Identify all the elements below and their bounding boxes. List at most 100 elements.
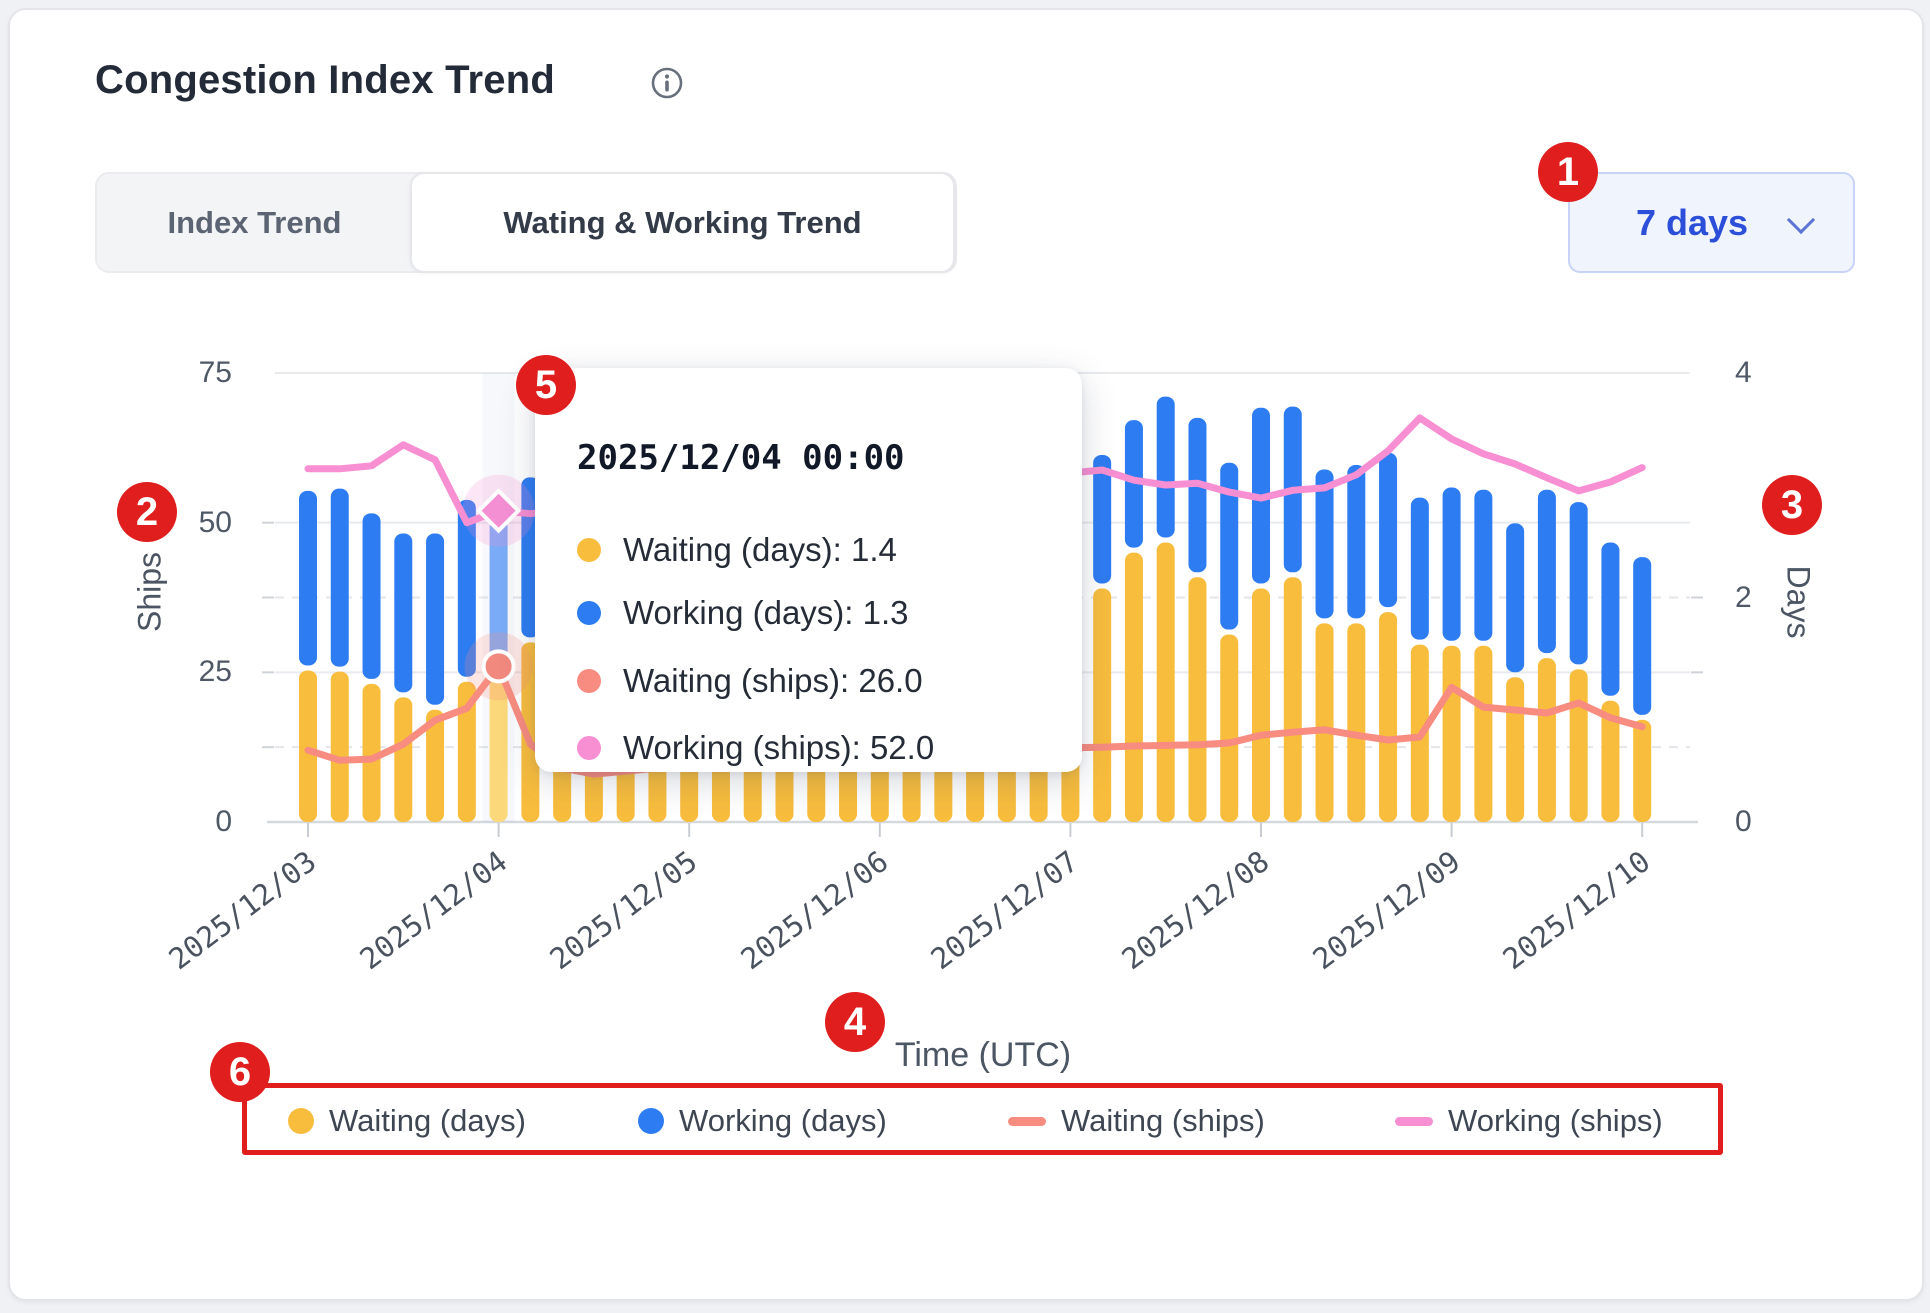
bar-working-days[interactable] (299, 490, 317, 666)
left-tick-label: 0 (215, 805, 232, 838)
tooltip-row: Waiting (days): 1.4 (577, 531, 897, 569)
right-tick-label: 4 (1735, 356, 1752, 389)
range-dropdown-value: 7 days (1636, 201, 1749, 243)
bar-working-days[interactable] (362, 513, 381, 679)
bar-waiting-days[interactable] (489, 664, 508, 822)
tooltip-series-dot (577, 601, 601, 625)
annotation-legend-box (242, 1083, 1723, 1155)
bar-waiting-days[interactable] (457, 681, 476, 822)
tab-waiting-working-trend-label: Wating & Working Trend (503, 204, 862, 240)
bar-waiting-days[interactable] (1601, 700, 1620, 822)
bar-waiting-days[interactable] (1315, 623, 1334, 822)
bar-working-days[interactable] (1379, 452, 1398, 608)
right-axis-name: Days (1780, 565, 1817, 639)
bar-working-days[interactable] (489, 518, 508, 660)
tooltip-series-dot (577, 538, 601, 562)
bar-waiting-days[interactable] (1379, 612, 1398, 822)
bar-waiting-days[interactable] (1124, 552, 1143, 822)
bar-working-days[interactable] (1474, 489, 1493, 641)
bar-waiting-days[interactable] (362, 683, 381, 822)
legend-line-icon (1395, 1116, 1433, 1126)
bar-waiting-days[interactable] (1569, 669, 1588, 822)
legend-dot-icon (288, 1108, 314, 1134)
range-dropdown[interactable]: 7 days (1568, 172, 1855, 273)
marker-waiting-ships-circle[interactable] (481, 649, 516, 684)
left-axis-name: Ships (131, 551, 168, 633)
bar-working-days[interactable] (457, 499, 476, 677)
tooltip-series-value: Waiting (days): 1.4 (623, 531, 897, 568)
annotation-badge-1: 1 (1538, 142, 1598, 202)
bar-waiting-days[interactable] (426, 709, 445, 822)
legend-line-icon (1008, 1116, 1046, 1126)
legend-item-working-days[interactable]: Working (days) (638, 1096, 887, 1146)
bar-working-days[interactable] (1601, 542, 1620, 696)
legend-item-working-ships[interactable]: Working (ships) (1395, 1096, 1663, 1146)
bar-working-days[interactable] (1410, 497, 1429, 640)
bar-waiting-days[interactable] (1537, 658, 1556, 822)
bar-waiting-days[interactable] (1347, 623, 1366, 822)
legend-label: Waiting (ships) (1061, 1103, 1265, 1138)
bar-working-days[interactable] (1220, 462, 1239, 630)
bar-working-days[interactable] (521, 477, 540, 638)
tooltip-row: Waiting (ships): 26.0 (577, 662, 923, 700)
bar-waiting-days[interactable] (1093, 588, 1112, 822)
tooltip-series-dot (577, 669, 601, 693)
bar-waiting-days[interactable] (1442, 645, 1461, 822)
right-tick-label: 2 (1735, 580, 1752, 614)
bar-waiting-days[interactable] (1156, 542, 1175, 822)
legend-label: Working (days) (679, 1103, 887, 1138)
bar-working-days[interactable] (1315, 469, 1334, 619)
tooltip-series-dot (577, 736, 601, 760)
legend-item-waiting-days[interactable]: Waiting (days) (288, 1096, 526, 1146)
tooltip-series-value: Working (ships): 52.0 (623, 729, 935, 766)
bar-working-days[interactable] (1442, 487, 1461, 641)
bar-working-days[interactable] (1093, 454, 1112, 584)
tab-index-trend[interactable]: Index Trend (97, 174, 412, 271)
page-title: Congestion Index Trend (95, 58, 555, 102)
bar-working-days[interactable] (330, 488, 349, 667)
bar-working-days[interactable] (1633, 557, 1652, 715)
bar-working-days[interactable] (1124, 420, 1143, 548)
trend-tabs: Index Trend Wating & Working Trend (95, 172, 957, 273)
left-tick-label: 75 (198, 356, 232, 389)
bar-waiting-days[interactable] (521, 642, 540, 822)
bar-working-days[interactable] (1347, 465, 1366, 619)
bar-waiting-days[interactable] (1220, 634, 1239, 822)
bar-waiting-days[interactable] (299, 670, 317, 822)
bar-waiting-days[interactable] (1283, 577, 1302, 822)
x-axis-name: Time (UTC) (894, 1036, 1072, 1074)
tooltip-title: 2025/12/04 00:00 (577, 438, 905, 478)
bar-working-days[interactable] (1506, 523, 1525, 673)
bar-working-days[interactable] (394, 533, 413, 693)
bar-waiting-days[interactable] (394, 697, 413, 822)
tooltip-row: Working (days): 1.3 (577, 594, 909, 632)
annotation-badge-6: 6 (210, 1042, 270, 1102)
marker-working-ships-diamond[interactable] (475, 488, 522, 534)
chart-tooltip: 2025/12/04 00:00 Waiting (days): 1.4 Work… (535, 368, 1082, 772)
bar-waiting-days[interactable] (1188, 577, 1207, 822)
bar-waiting-days[interactable] (1506, 677, 1525, 822)
bar-working-days[interactable] (1569, 502, 1588, 665)
bar-waiting-days[interactable] (330, 671, 349, 822)
bar-working-days[interactable] (1188, 417, 1207, 573)
legend-label: Waiting (days) (329, 1103, 526, 1138)
tooltip-series-value: Working (days): 1.3 (623, 594, 909, 631)
tab-waiting-working-trend[interactable]: Wating & Working Trend (410, 172, 955, 273)
annotation-badge-2: 2 (117, 482, 177, 542)
legend-label: Working (ships) (1448, 1103, 1663, 1138)
bar-working-days[interactable] (1156, 396, 1175, 538)
legend-item-waiting-ships[interactable]: Waiting (ships) (1008, 1096, 1265, 1146)
bar-working-days[interactable] (1537, 489, 1556, 654)
legend-dot-icon (638, 1108, 664, 1134)
annotation-badge-5: 5 (516, 355, 576, 415)
tooltip-series-value: Waiting (ships): 26.0 (623, 662, 923, 699)
annotation-badge-3: 3 (1762, 475, 1822, 535)
info-icon[interactable] (650, 66, 684, 100)
bar-waiting-days[interactable] (1252, 588, 1271, 822)
bar-waiting-days[interactable] (1633, 719, 1652, 822)
bar-waiting-days[interactable] (1474, 645, 1493, 822)
bar-working-days[interactable] (426, 533, 445, 705)
left-tick-label: 25 (198, 655, 232, 689)
tooltip-row: Working (ships): 52.0 (577, 729, 934, 767)
